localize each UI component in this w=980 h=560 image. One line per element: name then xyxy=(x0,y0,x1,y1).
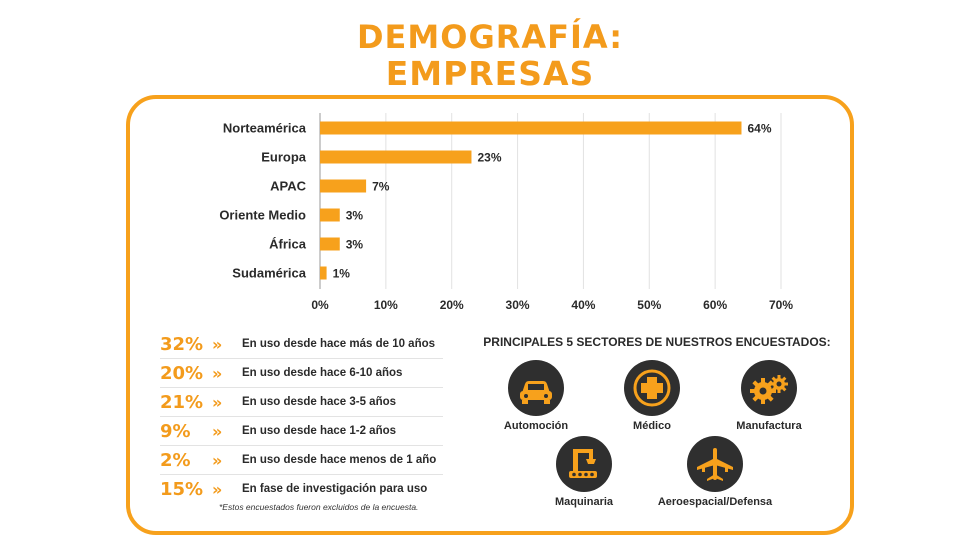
region-bar-chart: 0% 10% 20% 30% 40% 50% 60% 70% Norteamérica 64% Eu… xyxy=(219,113,793,312)
chevron-right-icon: » xyxy=(212,363,222,383)
chevron-right-icon: » xyxy=(212,479,222,499)
gears-icon xyxy=(741,360,797,416)
medical-cross-icon xyxy=(624,360,680,416)
x-tick-label: 0% xyxy=(311,298,329,312)
bar-value-label: 64% xyxy=(747,122,771,136)
usage-stat-percent: 21% xyxy=(160,391,204,413)
bar xyxy=(320,208,340,222)
robotic-arm-icon xyxy=(556,436,612,492)
usage-stat-text: En uso desde hace menos de 1 año xyxy=(242,454,437,466)
page-subtitle: EMPRESAS xyxy=(385,54,595,93)
content-frame xyxy=(126,95,854,535)
chevron-right-icon: » xyxy=(212,450,222,470)
bar xyxy=(320,150,472,164)
usage-stat-percent: 32% xyxy=(160,333,204,355)
usage-stat-row: 20% » En uso desde hace 6-10 años xyxy=(160,359,443,388)
chevron-right-icon: » xyxy=(212,334,222,354)
x-tick-label: 40% xyxy=(571,298,595,312)
usage-stat-percent: 2% xyxy=(160,449,191,471)
category-label: Oriente Medio xyxy=(219,208,306,223)
bar-value-label: 23% xyxy=(477,151,501,165)
usage-stat-row: 15% » En fase de investigación para uso xyxy=(160,475,443,503)
category-label: Sudamérica xyxy=(232,266,306,281)
x-tick-label: 50% xyxy=(637,298,661,312)
page-title: DEMOGRAFÍA: xyxy=(356,18,624,56)
sector-label: Manufactura xyxy=(736,420,802,432)
bar xyxy=(320,237,340,251)
x-tick-label: 70% xyxy=(769,298,793,312)
chevron-right-icon: » xyxy=(212,421,222,441)
footnote: *Estos encuestados fueron excluidos de l… xyxy=(219,502,419,512)
usage-stat-percent: 15% xyxy=(160,478,204,500)
usage-stat-text: En uso desde hace 3-5 años xyxy=(242,396,397,408)
bar xyxy=(320,266,327,280)
bar-value-label: 7% xyxy=(372,180,390,194)
category-label: Norteamérica xyxy=(223,121,307,136)
sectors-title: PRINCIPALES 5 SECTORES DE NUESTROS ENCUE… xyxy=(483,335,831,349)
bar-value-label: 1% xyxy=(333,267,351,281)
sector-label: Maquinaria xyxy=(554,496,614,508)
usage-stat-text: En fase de investigación para uso xyxy=(242,483,428,495)
usage-stat-text: En uso desde hace 6-10 años xyxy=(242,367,403,379)
category-label: Europa xyxy=(261,150,307,165)
x-tick-label: 30% xyxy=(506,298,530,312)
car-icon xyxy=(508,360,564,416)
bar xyxy=(320,121,742,135)
usage-stat-percent: 20% xyxy=(160,362,204,384)
usage-stat-percent: 9% xyxy=(160,420,191,442)
sector-label: Médico xyxy=(633,420,671,432)
usage-stats-list: 32% » En uso desde hace más de 10 años 2… xyxy=(160,330,443,503)
usage-stat-row: 9% » En uso desde hace 1-2 años xyxy=(160,417,443,446)
sector-label: Aeroespacial/Defensa xyxy=(657,496,773,508)
x-tick-label: 20% xyxy=(440,298,464,312)
category-label: África xyxy=(269,237,307,252)
x-tick-label: 10% xyxy=(374,298,398,312)
chevron-right-icon: » xyxy=(212,392,222,412)
bar-value-label: 3% xyxy=(346,209,364,223)
bar xyxy=(320,179,367,193)
x-tick-label: 60% xyxy=(703,298,727,312)
bar-value-label: 3% xyxy=(346,238,364,252)
sector-label: Automoción xyxy=(503,420,569,432)
usage-stat-row: 2% » En uso desde hace menos de 1 año xyxy=(160,446,443,475)
usage-stat-text: En uso desde hace más de 10 años xyxy=(242,338,436,350)
category-label: APAC xyxy=(270,179,306,194)
usage-stat-row: 32% » En uso desde hace más de 10 años xyxy=(160,330,443,359)
usage-stat-row: 21% » En uso desde hace 3-5 años xyxy=(160,388,443,417)
airplane-icon xyxy=(687,436,743,492)
usage-stat-text: En uso desde hace 1-2 años xyxy=(242,425,397,437)
